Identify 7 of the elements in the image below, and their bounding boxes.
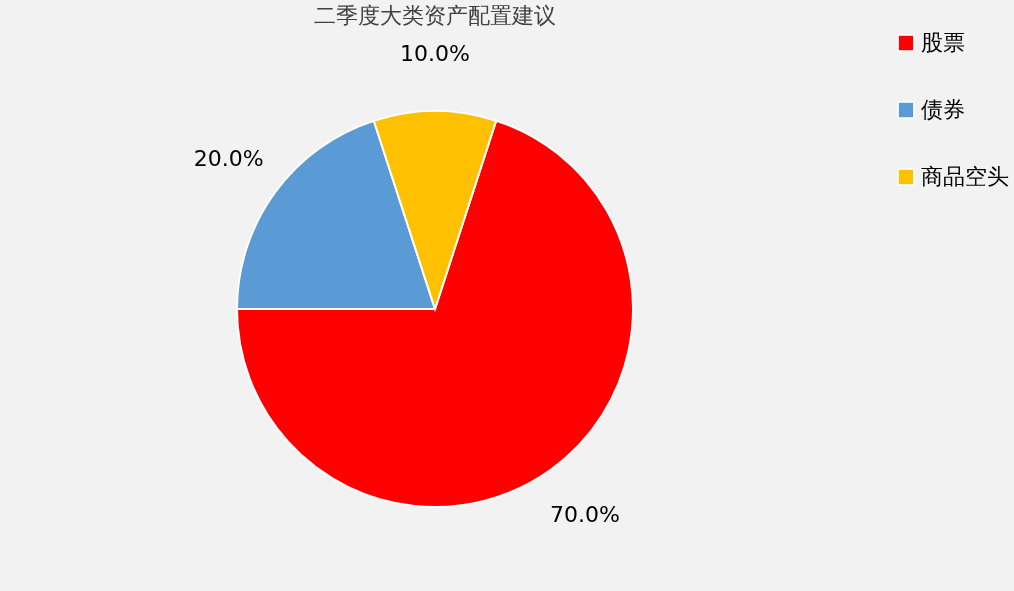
chart-title: 二季度大类资产配置建议 xyxy=(314,3,556,28)
legend-label: 股票 xyxy=(921,30,965,55)
data-label: 70.0% xyxy=(549,502,620,528)
data-label: 20.0% xyxy=(193,146,264,172)
legend-label: 债券 xyxy=(921,97,965,122)
data-label: 10.0% xyxy=(400,41,470,66)
legend-label: 商品空头 xyxy=(921,164,1009,189)
